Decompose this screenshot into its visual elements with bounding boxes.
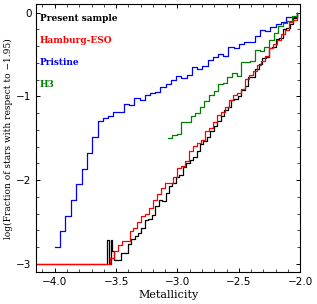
Text: Hamburg-ESO: Hamburg-ESO [40, 36, 113, 45]
X-axis label: Metallicity: Metallicity [138, 290, 198, 300]
Text: Pristine: Pristine [40, 58, 80, 67]
Text: Present sample: Present sample [40, 14, 118, 23]
Y-axis label: log(Fraction of stars with respect to −1.95): log(Fraction of stars with respect to −1… [4, 38, 13, 239]
Text: H3: H3 [40, 80, 55, 88]
